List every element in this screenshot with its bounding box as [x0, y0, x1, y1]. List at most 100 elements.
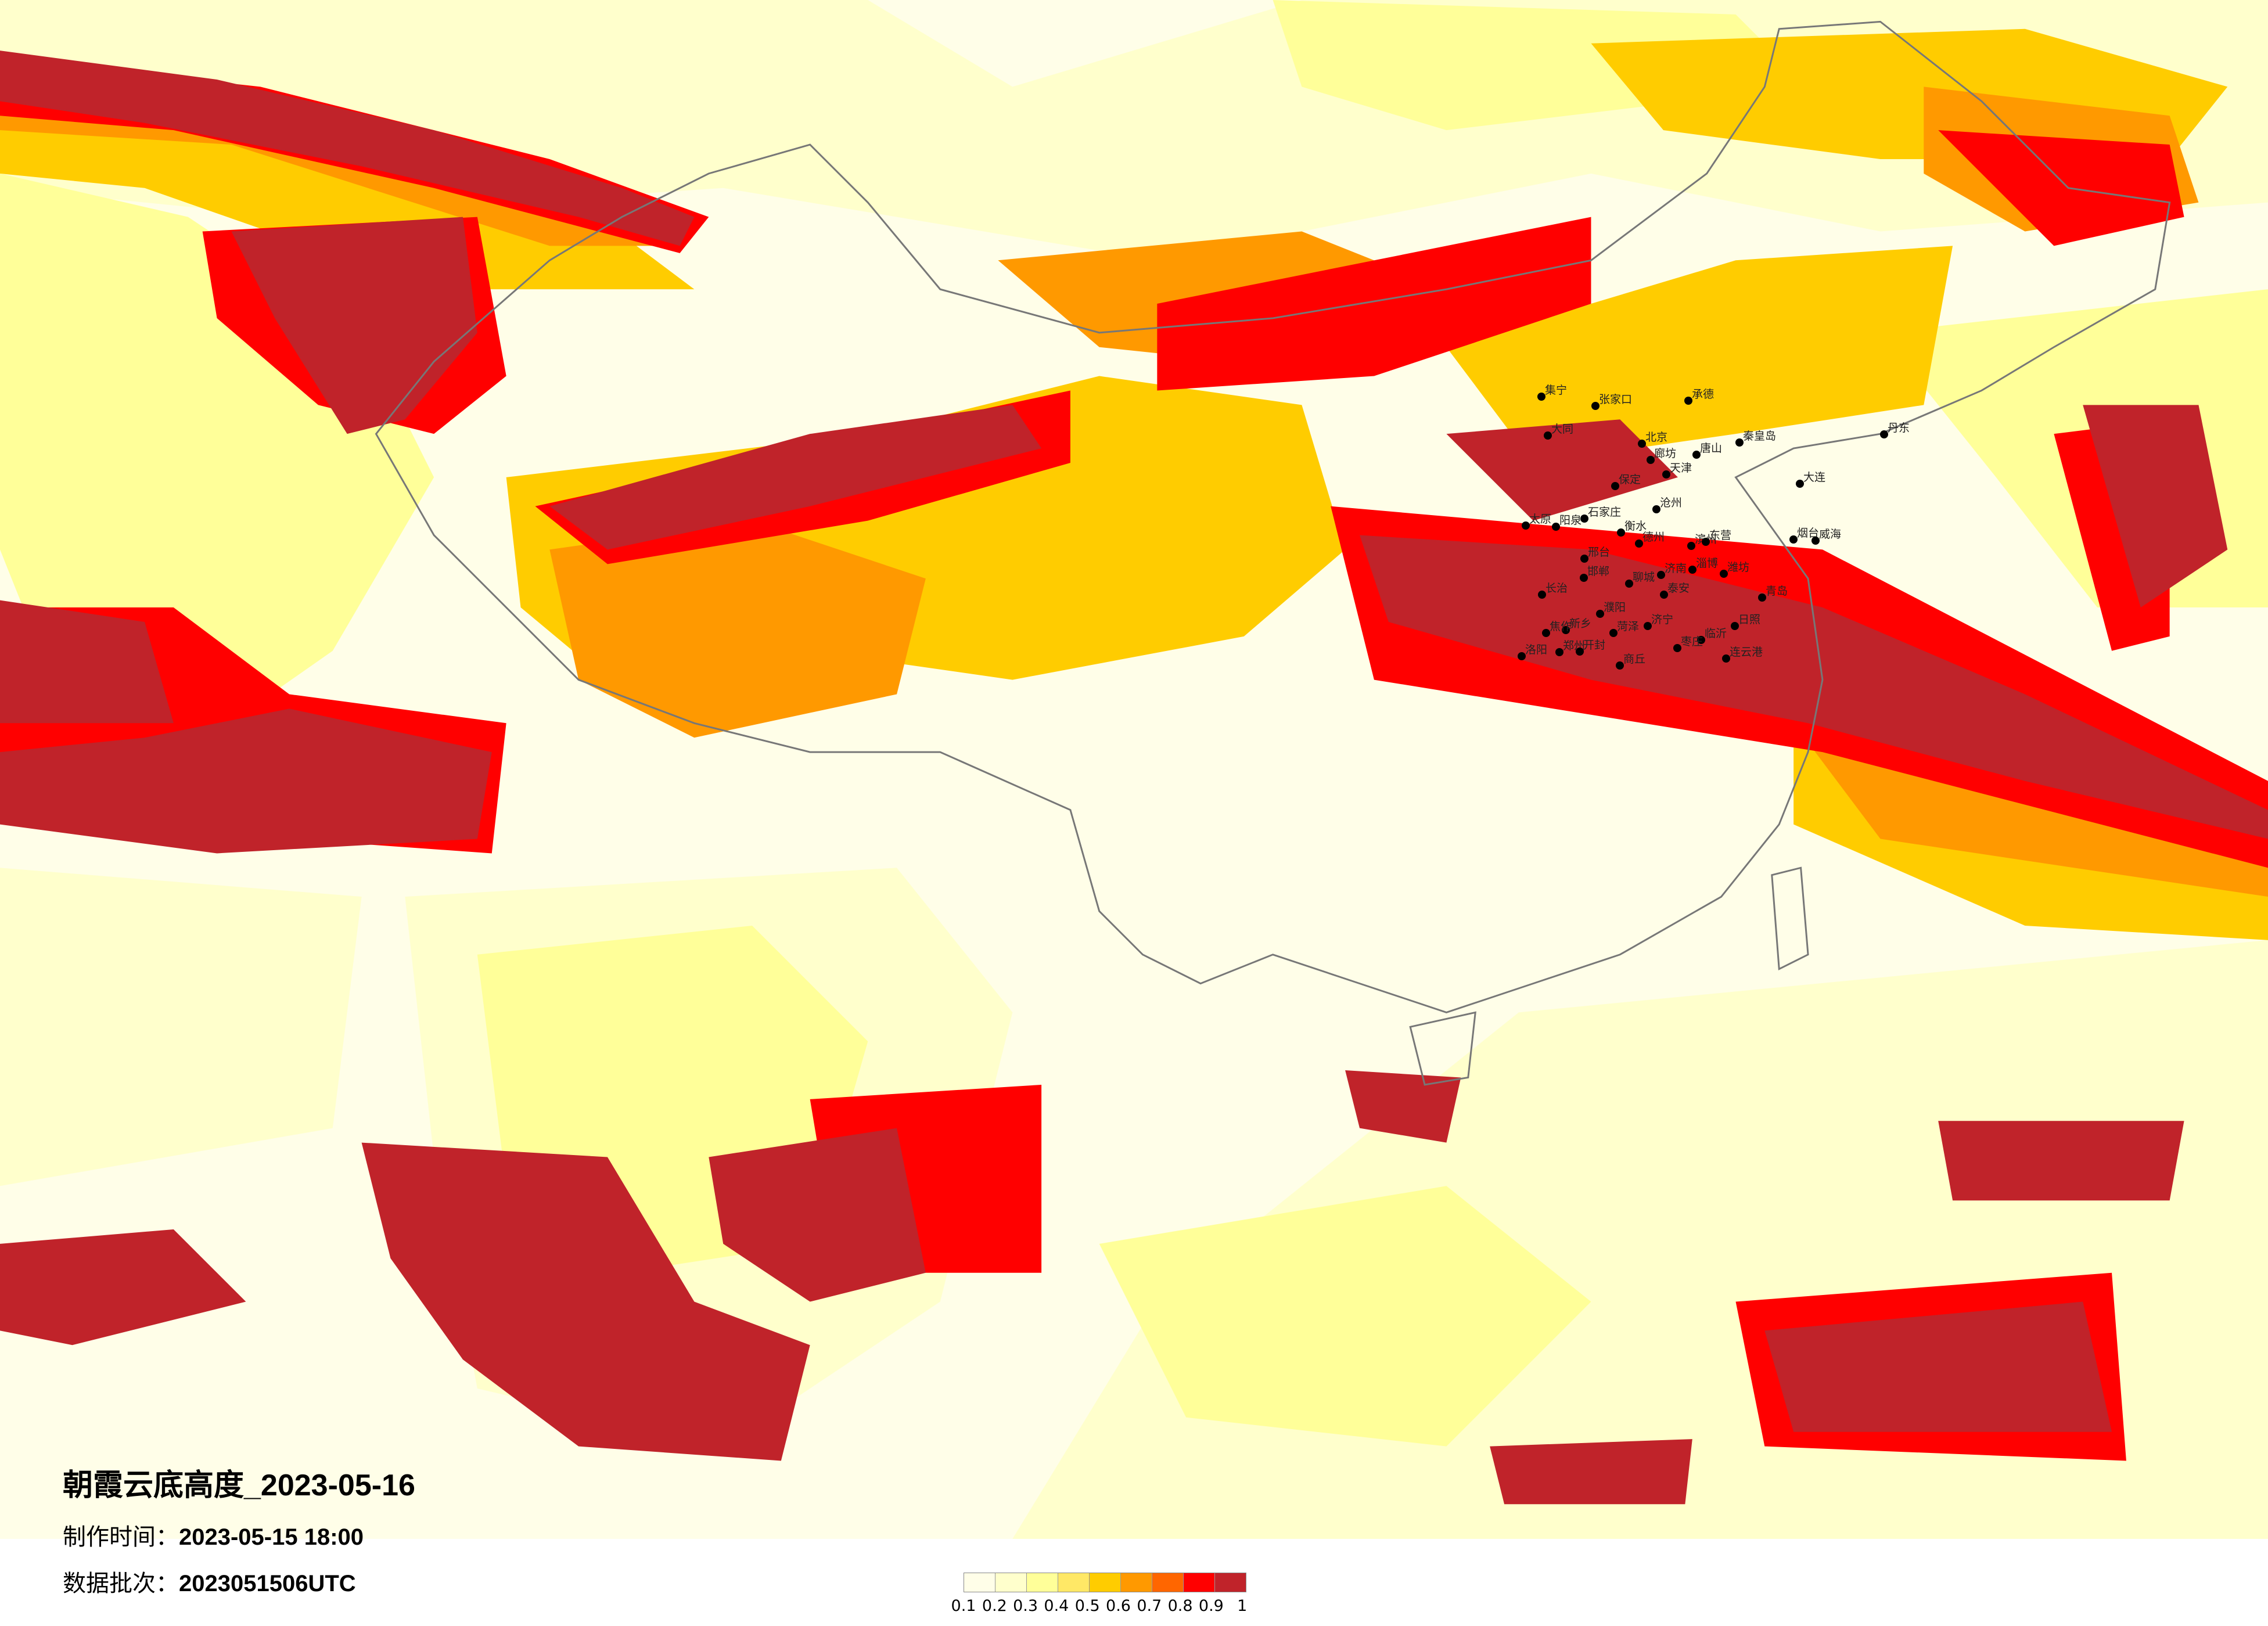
city-marker [1617, 528, 1625, 537]
city-label: 大同 [1551, 423, 1574, 436]
city-marker [1562, 626, 1570, 634]
city-label: 枣庄 [1681, 635, 1703, 648]
city-label: 泰安 [1667, 582, 1690, 595]
city-label: 天津 [1670, 462, 1692, 474]
city-marker [1635, 539, 1643, 548]
city-marker [1542, 629, 1550, 637]
legend-label: 0.7 [1137, 1597, 1162, 1615]
city-label: 聊城 [1633, 571, 1655, 584]
city-label: 临沂 [1705, 627, 1727, 640]
data-batch-value: 2023051506UTC [179, 1571, 356, 1596]
city-label: 阳泉 [1559, 514, 1582, 527]
city-label: 承德 [1692, 388, 1715, 401]
made-time: 制作时间：2023-05-15 18:00 [63, 1518, 364, 1552]
city-marker [1811, 537, 1820, 545]
made-time-label: 制作时间： [63, 1524, 179, 1550]
city-label: 濮阳 [1604, 601, 1626, 614]
city-label: 长治 [1545, 582, 1568, 595]
city-label: 洛阳 [1525, 643, 1548, 656]
city-label: 大连 [1803, 471, 1826, 484]
city-marker [1555, 648, 1563, 656]
legend-swatch [964, 1573, 995, 1592]
color-legend [964, 1573, 1246, 1592]
city-marker [1735, 438, 1744, 447]
city-marker [1789, 535, 1798, 544]
level-9-areas [0, 51, 2268, 1505]
city-label: 威海 [1819, 528, 1842, 541]
city-label: 商丘 [1623, 653, 1646, 665]
city-label: 廊坊 [1654, 447, 1677, 460]
city-marker [1647, 456, 1655, 464]
legend-label: 0.9 [1198, 1597, 1224, 1615]
city-label: 潍坊 [1727, 561, 1750, 574]
city-marker [1758, 593, 1766, 602]
city-marker [1702, 538, 1710, 546]
city-layer: 集宁 张家口 大同 北京 廊坊 天津 唐山 承德 秦皇岛 保定 沧州 石家庄 太原 阳泉 衡水 德州 邢台 邯郸长… [1518, 384, 1910, 670]
city-marker [1609, 629, 1618, 637]
legend-label: 0.8 [1167, 1597, 1193, 1615]
legend-swatch [1184, 1573, 1215, 1592]
city-label: 开封 [1583, 639, 1606, 652]
city-marker [1644, 622, 1652, 630]
city-marker [1880, 430, 1888, 438]
city-label: 唐山 [1700, 442, 1723, 455]
city-label: 北京 [1645, 431, 1668, 444]
city-marker [1538, 591, 1546, 599]
province-boundaries [375, 20, 2171, 1086]
city-label: 衡水 [1624, 520, 1647, 533]
city-marker [1722, 654, 1730, 663]
city-marker [1697, 636, 1705, 644]
city-marker [1660, 591, 1668, 599]
city-label: 日照 [1738, 613, 1761, 626]
city-marker [1576, 647, 1584, 656]
city-label: 石家庄 [1588, 506, 1622, 519]
city-marker [1518, 652, 1526, 660]
cloud-base-heatmap [0, 0, 2268, 1539]
city-marker [1657, 571, 1665, 579]
city-label: 淄博 [1696, 557, 1719, 570]
legend-label: 1 [1237, 1597, 1248, 1615]
city-marker [1522, 521, 1530, 530]
made-time-value: 2023-05-15 18:00 [179, 1524, 364, 1550]
data-batch: 数据批次：2023051506UTC [63, 1564, 356, 1598]
city-marker [1580, 574, 1588, 582]
city-marker [1684, 397, 1692, 405]
city-marker [1625, 580, 1633, 588]
legend-label: 0.6 [1106, 1597, 1131, 1615]
city-label: 太原 [1529, 513, 1552, 526]
city-marker [1580, 555, 1588, 563]
city-label: 保定 [1619, 473, 1641, 486]
data-batch-label: 数据批次： [63, 1571, 179, 1596]
legend-label: 0.3 [1013, 1597, 1038, 1615]
city-marker [1673, 644, 1681, 652]
city-marker [1611, 482, 1619, 490]
legend-swatch [1215, 1573, 1246, 1592]
city-label: 德州 [1642, 531, 1665, 544]
legend-label: 0.4 [1044, 1597, 1069, 1615]
legend-swatch [1058, 1573, 1090, 1592]
city-label: 新乡 [1569, 617, 1592, 630]
city-label: 秦皇岛 [1743, 430, 1777, 443]
city-label: 焦作 [1550, 620, 1572, 633]
city-label: 东营 [1709, 529, 1732, 542]
city-label: 济宁 [1651, 613, 1674, 626]
legend-swatch [1090, 1573, 1121, 1592]
legend-label: 0.1 [951, 1597, 976, 1615]
city-marker [1552, 523, 1560, 531]
city-marker [1688, 566, 1696, 574]
city-label: 菏泽 [1617, 620, 1640, 633]
city-marker [1638, 440, 1646, 448]
city-label: 张家口 [1599, 393, 1633, 406]
legend-swatch [1152, 1573, 1184, 1592]
city-marker [1652, 505, 1660, 513]
city-label: 青岛 [1766, 585, 1788, 598]
city-label: 邯郸 [1587, 565, 1610, 578]
city-label: 丹东 [1888, 422, 1910, 434]
city-marker [1544, 431, 1552, 440]
city-label: 连云港 [1730, 646, 1763, 659]
city-label: 邢台 [1588, 546, 1611, 559]
city-marker [1591, 402, 1600, 410]
city-label: 集宁 [1545, 384, 1568, 397]
city-label: 济南 [1665, 562, 1687, 575]
legend-swatch [995, 1573, 1027, 1592]
